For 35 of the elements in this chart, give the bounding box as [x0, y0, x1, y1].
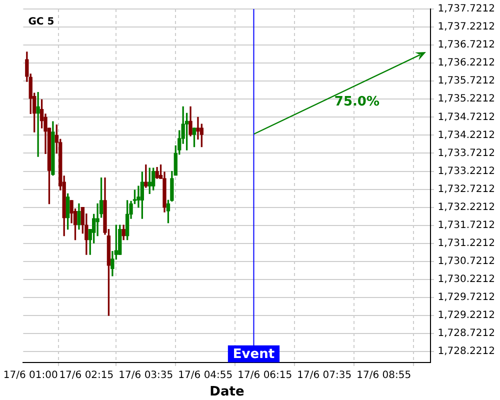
- y-tick-label: 1,735.7212: [438, 76, 496, 87]
- x-tick-label: 17/6 08:55: [356, 370, 412, 381]
- y-tick-label: 1,728.7212: [438, 328, 496, 340]
- candlestick: [96, 203, 100, 236]
- x-tick-label: 17/6 02:15: [59, 370, 114, 381]
- y-tick-label: 1,730.7212: [438, 256, 496, 267]
- candlestick: [196, 116, 200, 140]
- y-tick-label: 1,729.7212: [438, 292, 496, 304]
- x-axis-title: Date: [210, 384, 244, 400]
- y-tick-label: 1,736.7212: [438, 40, 496, 51]
- y-tick-label: 1,733.7212: [438, 148, 496, 159]
- y-tick-label: 1,737.7212: [438, 4, 496, 15]
- y-tick-label: 1,737.2212: [438, 22, 496, 33]
- y-tick-label: 1,731.2212: [438, 238, 496, 249]
- x-tick-label: 17/6 07:35: [297, 370, 352, 381]
- y-tick-label: 1,729.2212: [438, 310, 496, 322]
- x-tick-label: 17/6 04:55: [178, 370, 233, 381]
- x-tick-label: 17/6 03:35: [118, 370, 174, 381]
- candlestick: [36, 92, 40, 157]
- candlestick: [136, 186, 140, 208]
- y-tick-label: 1,732.2212: [438, 202, 496, 213]
- y-tick-label: 1,730.2212: [438, 274, 496, 286]
- text: GC 5: [28, 16, 54, 28]
- y-tick-label: 1,731.7212: [438, 220, 496, 231]
- x-tick-label: 17/6 01:00: [3, 370, 58, 381]
- y-tick-label: 1,735.2212: [438, 94, 496, 105]
- ref-line-label: Event: [232, 346, 275, 362]
- y-tick-label: 1,734.2212: [438, 130, 496, 141]
- y-tick-label: 1,728.2212: [438, 346, 496, 358]
- y-tick-label: 1,734.7212: [438, 112, 496, 123]
- annotation: 75.0%: [334, 94, 380, 110]
- y-tick-label: 1,733.2212: [438, 166, 496, 177]
- y-tick-label: 1,732.7212: [438, 184, 496, 195]
- y-tick-label: 1,736.2212: [438, 58, 496, 69]
- x-tick-label: 17/6 06:15: [238, 370, 292, 381]
